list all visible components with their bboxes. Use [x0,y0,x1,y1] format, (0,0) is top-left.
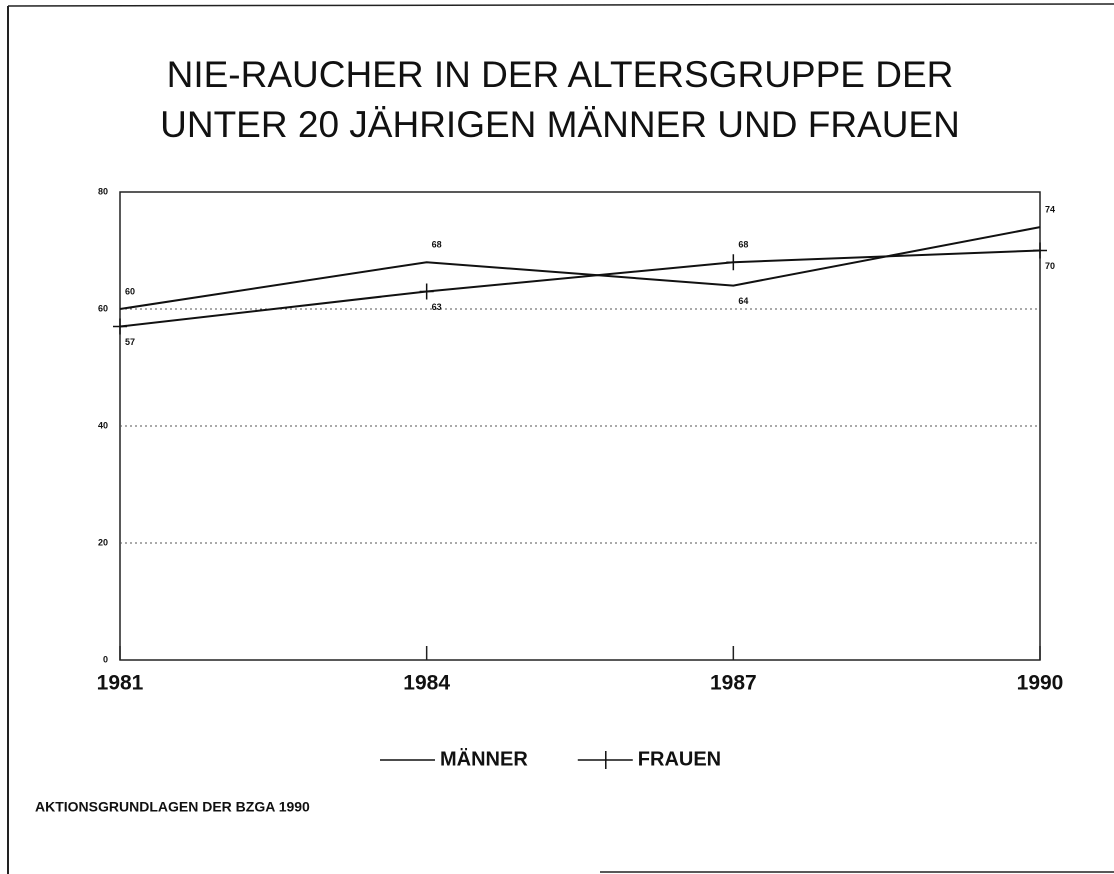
data-label: 68 [432,240,442,250]
y-tick-label: 80 [98,186,108,196]
x-tick-label: 1987 [710,672,757,695]
source: AKTIONSGRUNDLAGEN DER BZGA 1990 [35,799,310,815]
y-tick-label: 0 [103,654,108,664]
x-tick-label: 1981 [97,672,144,695]
data-label: 64 [738,296,748,306]
series-line [119,226,1041,310]
y-tick-label: 60 [98,303,108,313]
legend-label: FRAUEN [638,748,721,770]
data-label: 57 [125,337,135,347]
chart-title: NIE-RAUCHER IN DER ALTERSGRUPPE DER [167,54,954,95]
y-tick-label: 40 [98,420,108,430]
point-marker [113,318,127,335]
legend-label: MÄNNER [440,747,528,770]
data-label: 74 [1045,204,1055,214]
chart-title: UNTER 20 JÄHRIGEN MÄNNER UND FRAUEN [160,104,960,145]
data-label: 68 [738,240,748,250]
frame [7,3,1114,7]
x-tick-label: 1984 [403,672,450,695]
x-tick-label: 1990 [1017,672,1064,695]
point-marker [1033,242,1047,259]
point-marker [419,283,434,300]
series-line [119,249,1041,328]
y-tick-label: 20 [98,537,108,547]
data-label: 60 [125,286,135,296]
data-label: 63 [432,302,442,312]
point-marker [726,254,741,271]
data-label: 70 [1045,261,1055,271]
